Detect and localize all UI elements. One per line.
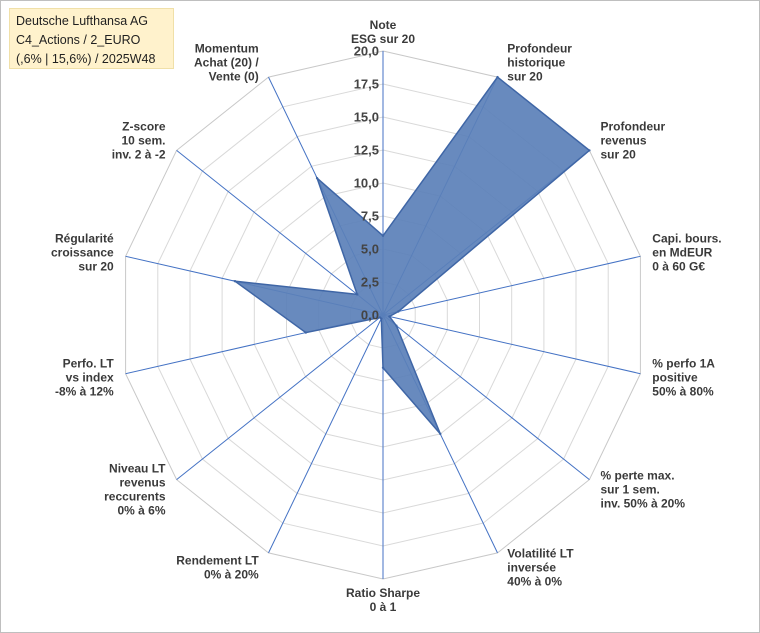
axis-label-1: Profondeur historique sur 20 xyxy=(507,42,572,84)
axis-label-6-line-1: inversée xyxy=(507,560,556,574)
spoke-12 xyxy=(176,150,384,316)
axis-label-4-line-0: % perfo 1A xyxy=(652,356,715,370)
data-point-11 xyxy=(233,280,237,283)
tick-label-6: 15,0 xyxy=(354,110,379,125)
axis-label-12-line-0: Z-score xyxy=(122,119,166,133)
axis-label-7-line-1: 0 à 1 xyxy=(370,600,397,614)
axis-label-0-line-0: Note xyxy=(370,18,397,32)
series-area xyxy=(232,76,591,435)
axis-label-9-line-2: reccurents xyxy=(104,490,166,504)
axis-label-7-line-0: Ratio Sharpe xyxy=(346,586,420,600)
axis-label-10-line-1: vs index xyxy=(66,370,114,384)
axis-label-0-line-1: ESG sur 20 xyxy=(351,32,415,46)
axis-label-6: Volatilité LT inversée 40% à 0% xyxy=(507,546,574,588)
axis-label-2-line-2: sur 20 xyxy=(601,147,637,161)
axis-label-7: Ratio Sharpe 0 à 1 xyxy=(346,586,420,614)
axis-label-9: Niveau LT revenus reccurents 0% à 6% xyxy=(104,462,166,518)
tick-label-4: 10,0 xyxy=(354,176,379,191)
data-point-3 xyxy=(397,310,400,313)
axis-label-9-line-0: Niveau LT xyxy=(109,462,166,476)
axis-label-3-line-2: 0 à 60 G€ xyxy=(652,260,705,274)
axis-label-4-line-1: positive xyxy=(652,370,698,384)
axis-label-2-line-1: revenus xyxy=(601,133,647,147)
tick-label-0: 0,0 xyxy=(361,308,379,323)
radar-tick-labels: 0,0 2,5 5,0 7,5 10,0 12,5 15,0 17,5 20,0 xyxy=(354,44,379,323)
axis-label-13-line-0: Momentum xyxy=(195,42,259,56)
axis-label-1-line-2: sur 20 xyxy=(507,70,543,84)
data-point-10 xyxy=(304,331,307,334)
data-point-2 xyxy=(588,149,591,152)
axis-label-5-line-2: inv. 50% à 20% xyxy=(601,497,686,511)
axis-label-11-line-0: Régularité xyxy=(55,232,114,246)
tick-label-1: 2,5 xyxy=(361,275,379,290)
axis-label-6-line-2: 40% à 0% xyxy=(507,574,562,588)
spoke-8 xyxy=(268,314,384,554)
axis-label-2-line-0: Profondeur xyxy=(601,119,666,133)
axis-label-5-line-0: % perte max. xyxy=(601,469,675,483)
data-point-9 xyxy=(378,316,382,319)
data-point-0 xyxy=(381,234,385,237)
axis-label-0: Note ESG sur 20 xyxy=(351,18,415,46)
axis-label-5-line-1: sur 1 sem. xyxy=(601,483,660,497)
axis-label-8-line-1: 0% à 20% xyxy=(204,567,259,581)
axis-label-13-line-2: Vente (0) xyxy=(209,70,259,84)
axis-label-13: Momentum Achat (20) / Vente (0) xyxy=(194,42,259,84)
spoke-9 xyxy=(176,314,384,480)
spoke-5 xyxy=(382,314,590,480)
axis-label-11-line-1: croissance xyxy=(51,246,114,260)
radar-series xyxy=(232,75,591,436)
axis-label-10-line-0: Perfo. LT xyxy=(63,356,115,370)
data-point-4 xyxy=(388,315,391,318)
tick-label-2: 5,0 xyxy=(361,242,379,257)
spoke-3 xyxy=(382,255,641,316)
data-point-6 xyxy=(439,432,442,436)
tick-label-8: 20,0 xyxy=(354,44,379,59)
tick-label-7: 17,5 xyxy=(354,77,379,92)
data-point-5 xyxy=(395,324,398,327)
data-point-1 xyxy=(496,75,499,79)
axis-label-12-line-2: inv. 2 à -2 xyxy=(112,147,166,161)
axis-label-10-line-2: -8% à 12% xyxy=(55,384,114,398)
axis-label-4: % perfo 1A positive 50% à 80% xyxy=(652,356,715,398)
axis-label-9-line-1: revenus xyxy=(119,476,165,490)
spoke-4 xyxy=(382,314,641,375)
axis-label-11-line-2: sur 20 xyxy=(78,260,114,274)
axis-label-3: Capi. bours. en MdEUR 0 à 60 G€ xyxy=(652,232,721,274)
axis-label-3-line-1: en MdEUR xyxy=(652,246,712,260)
title-company: Deutsche Lufthansa AG xyxy=(16,14,149,28)
axis-label-13-line-1: Achat (20) / xyxy=(194,56,259,70)
data-point-13 xyxy=(315,177,319,180)
axis-label-10: Perfo. LT vs index -8% à 12% xyxy=(55,356,114,398)
chart-title-box: Deutsche Lufthansa AG C4_Actions / 2_EUR… xyxy=(9,8,174,69)
data-point-7 xyxy=(381,366,385,369)
tick-label-5: 12,5 xyxy=(354,143,379,158)
axis-label-9-line-3: 0% à 6% xyxy=(117,504,165,518)
axis-label-11: Régularité croissance sur 20 xyxy=(51,232,114,274)
title-category: C4_Actions / 2_EURO xyxy=(16,33,141,47)
axis-label-6-line-0: Volatilité LT xyxy=(507,546,574,560)
axis-label-8: Rendement LT 0% à 20% xyxy=(176,553,259,581)
axis-label-12-line-1: 10 sem. xyxy=(121,133,165,147)
axis-label-3-line-0: Capi. bours. xyxy=(652,232,721,246)
axis-label-1-line-0: Profondeur xyxy=(507,42,572,56)
tick-label-3: 7,5 xyxy=(361,209,379,224)
axis-label-8-line-0: Rendement LT xyxy=(176,553,259,567)
axis-label-1-line-1: historique xyxy=(507,56,565,70)
title-period: (,6% | 15,6%) / 2025W48 xyxy=(16,52,156,66)
axis-label-5: % perte max. sur 1 sem. inv. 50% à 20% xyxy=(601,469,686,511)
axis-label-4-line-2: 50% à 80% xyxy=(652,384,714,398)
axis-label-2: Profondeur revenus sur 20 xyxy=(601,119,666,161)
data-point-12 xyxy=(356,293,359,296)
axis-label-12: Z-score 10 sem. inv. 2 à -2 xyxy=(112,119,166,161)
